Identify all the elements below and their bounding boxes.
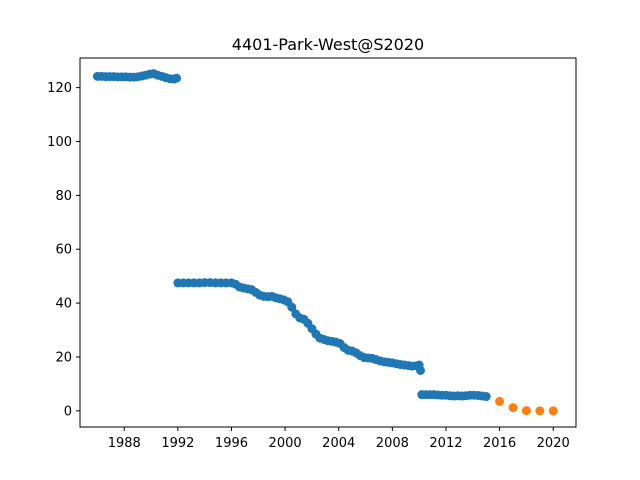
data-point-series-1 <box>548 406 558 416</box>
x-tick-label: 1996 <box>215 436 248 451</box>
y-tick-label: 0 <box>64 404 72 419</box>
chart-title: 4401-Park-West@S2020 <box>232 35 424 54</box>
data-point-series-1 <box>508 403 518 413</box>
y-tick-label: 120 <box>47 81 72 96</box>
data-point-series-1 <box>495 396 505 406</box>
data-point-series-1 <box>535 406 545 416</box>
data-point-series-0 <box>172 73 182 83</box>
y-tick-label: 20 <box>55 350 72 365</box>
data-points <box>92 69 558 416</box>
y-tick-label: 100 <box>47 135 72 150</box>
y-tick-label: 40 <box>55 297 72 312</box>
x-tick-label: 2012 <box>429 436 462 451</box>
y-tick-label: 80 <box>55 189 72 204</box>
data-point-series-0 <box>416 365 425 375</box>
plot-area <box>80 58 576 427</box>
y-tick-label: 60 <box>55 243 72 258</box>
y-axis: 0 20 40 60 80 100 120 <box>47 81 80 419</box>
data-point-series-0 <box>481 392 491 402</box>
x-tick-label: 2000 <box>269 436 302 451</box>
x-tick-label: 2004 <box>322 436 355 451</box>
data-point-series-0 <box>287 302 297 312</box>
plot-frame <box>79 57 577 428</box>
x-tick-label: 2008 <box>376 436 409 451</box>
x-tick-label: 2016 <box>483 436 516 451</box>
x-tick-label: 1992 <box>161 436 194 451</box>
x-tick-label: 1988 <box>108 436 141 451</box>
x-axis: 1988 1992 1996 2000 2004 2008 2012 2016 2020 <box>108 427 570 451</box>
x-tick-label: 2020 <box>537 436 570 451</box>
data-point-series-1 <box>521 406 531 416</box>
